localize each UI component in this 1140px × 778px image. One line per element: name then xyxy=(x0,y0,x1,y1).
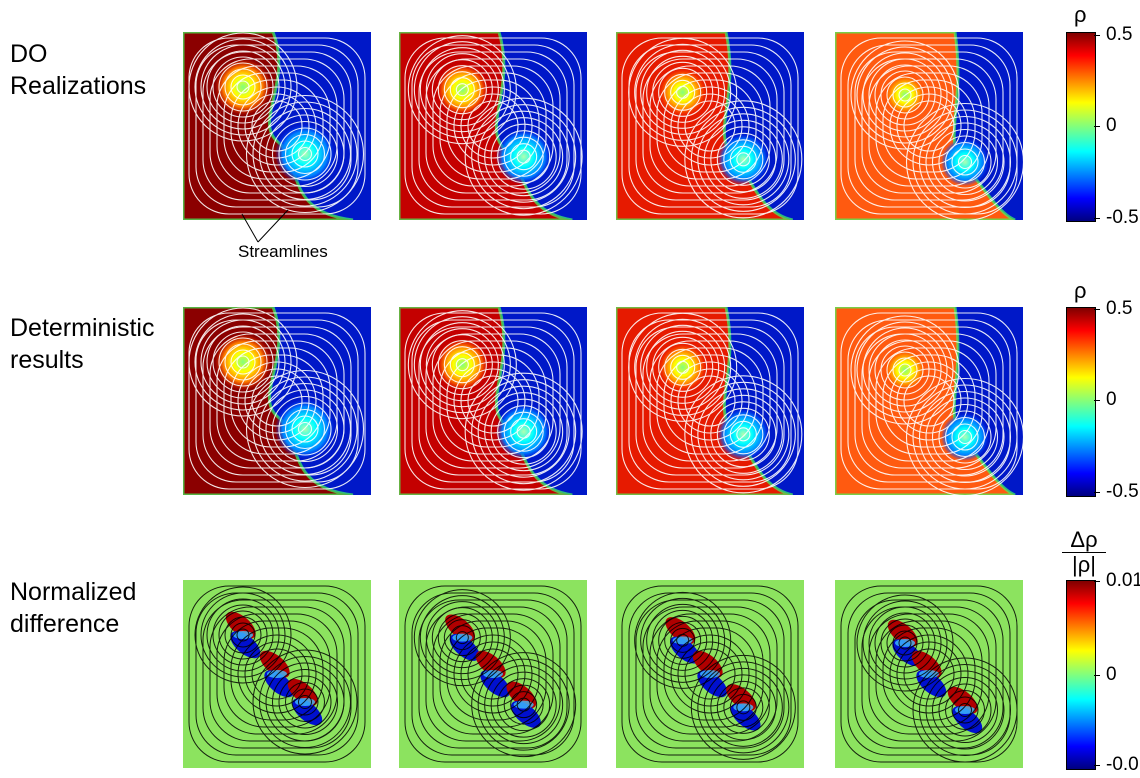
colorbar-2-tick-zero: 0 xyxy=(1094,389,1117,410)
colorbar-3-tick-zero: 0 xyxy=(1094,664,1117,685)
panel-do-realization-3 xyxy=(616,32,804,220)
colorbar-1-tick-max: 0.5 xyxy=(1093,24,1133,45)
row-label-deterministic-results: Deterministic results xyxy=(10,314,155,374)
colorbar-1-symbol: ρ xyxy=(1074,2,1087,27)
colorbar-3-symbol-denominator: |ρ| xyxy=(1072,552,1096,577)
row-label-do-realizations: DO Realizations xyxy=(10,40,147,100)
streamlines-annotation: Streamlines xyxy=(238,242,328,261)
panel-difference-4 xyxy=(835,580,1023,768)
colorbar-3-tick-min: -0.01 xyxy=(1093,754,1140,776)
streamlines-pointer-lines xyxy=(241,209,289,243)
panel-do-realization-2 xyxy=(399,32,587,220)
colorbar-2-tick-max: 0.5 xyxy=(1093,298,1133,319)
colorbar-1-tick-min: -0.5 xyxy=(1094,207,1139,228)
colorbar-1-tick-zero: 0 xyxy=(1094,115,1117,136)
panel-do-realization-4 xyxy=(835,32,1023,220)
panel-difference-3 xyxy=(616,580,804,768)
colorbar-2 xyxy=(1066,307,1096,497)
colorbar-3-symbol-numerator: Δρ xyxy=(1062,528,1106,553)
panel-deterministic-3 xyxy=(616,307,804,495)
colorbar-2-tick-min: -0.5 xyxy=(1094,481,1139,502)
row-label-normalized-difference: Normalized difference xyxy=(10,578,137,638)
panel-deterministic-4 xyxy=(835,307,1023,495)
panel-difference-1 xyxy=(183,580,371,768)
panel-do-realization-1 xyxy=(183,32,371,220)
panel-deterministic-1 xyxy=(183,307,371,495)
colorbar-3-symbol: Δρ |ρ| xyxy=(1062,528,1106,577)
colorbar-3 xyxy=(1066,580,1096,770)
panel-difference-2 xyxy=(399,580,587,768)
colorbar-2-symbol: ρ xyxy=(1074,278,1087,303)
colorbar-1 xyxy=(1066,32,1096,222)
panel-deterministic-2 xyxy=(399,307,587,495)
colorbar-3-tick-max: 0.01 xyxy=(1094,570,1140,592)
